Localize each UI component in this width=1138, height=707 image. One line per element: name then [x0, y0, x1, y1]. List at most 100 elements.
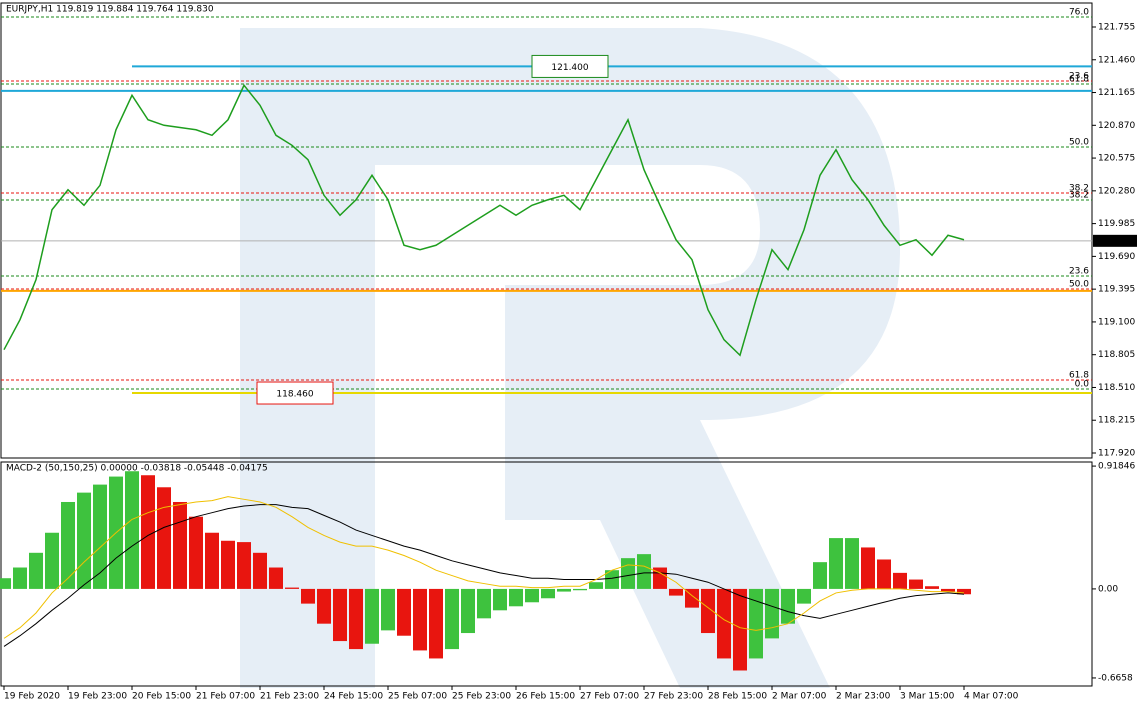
- histogram-bar: [29, 552, 43, 589]
- histogram-bar: [749, 588, 763, 659]
- histogram-bar: [557, 588, 571, 592]
- histogram-bar: [349, 588, 363, 650]
- histogram-bar: [573, 588, 587, 591]
- histogram-bar: [797, 588, 811, 604]
- histogram-bar: [813, 562, 827, 589]
- y-tick-label: 119.395: [1098, 285, 1135, 295]
- last-price-box: [1093, 234, 1137, 247]
- histogram-bar: [237, 542, 251, 589]
- macd-panel: [0, 461, 1093, 687]
- macd-line: [3, 504, 965, 647]
- y-tick-label: 120.575: [1098, 154, 1135, 164]
- histogram-bar: [733, 588, 747, 671]
- macd-title: MACD-2 (50,150,25) 0.00000 -0.03818 -0.0…: [6, 464, 268, 474]
- x-tick-label: 21 Feb 07:00: [196, 692, 255, 702]
- histogram-bar: [301, 588, 315, 604]
- histogram-bar: [333, 588, 347, 642]
- y-tick-label: 117.920: [1098, 449, 1135, 459]
- histogram-bar: [685, 588, 699, 608]
- fib-label: 61.8: [1069, 371, 1089, 381]
- histogram-bar: [781, 588, 795, 624]
- histogram-bar: [717, 588, 731, 659]
- histogram-bar: [589, 582, 603, 589]
- histogram-bar: [141, 475, 155, 589]
- x-tick-label: 21 Feb 23:00: [260, 692, 319, 702]
- y-tick-label: 0.00: [1098, 584, 1118, 594]
- histogram-bar: [541, 588, 555, 599]
- histogram-bar: [381, 588, 395, 631]
- histogram-bar: [157, 487, 171, 589]
- histogram-bar: [93, 484, 107, 589]
- histogram-bar: [61, 501, 75, 589]
- y-tick-label: 0.91846: [1098, 462, 1135, 472]
- histogram-bar: [477, 588, 491, 619]
- macd-line: [3, 496, 965, 639]
- y-tick-label: 121.165: [1098, 88, 1135, 98]
- x-tick-label: 20 Feb 15:00: [132, 692, 191, 702]
- histogram-bar: [205, 532, 219, 589]
- y-tick-label: 119.100: [1098, 317, 1135, 327]
- histogram-bar: [637, 554, 651, 589]
- histogram-bar: [77, 492, 91, 589]
- x-tick-label: 27 Feb 07:00: [580, 692, 639, 702]
- histogram-bar: [173, 501, 187, 589]
- x-tick-label: 3 Mar 15:00: [900, 692, 955, 702]
- histogram-bar: [893, 572, 907, 589]
- histogram-bar: [189, 516, 203, 589]
- histogram-bar: [925, 586, 939, 589]
- x-tick-label: 27 Feb 23:00: [644, 692, 703, 702]
- x-tick-label: 19 Feb 2020: [4, 692, 60, 702]
- histogram-bar: [317, 588, 331, 624]
- histogram-bar: [621, 558, 635, 589]
- histogram-bar: [877, 559, 891, 589]
- fib-label: 23.6: [1069, 267, 1089, 277]
- x-tick-label: 24 Feb 15:00: [324, 692, 383, 702]
- histogram-bar: [909, 579, 923, 589]
- histogram-bar: [509, 588, 523, 607]
- x-tick-label: 25 Feb 23:00: [452, 692, 511, 702]
- histogram-bar: [365, 588, 379, 644]
- histogram-bar: [957, 588, 971, 595]
- histogram-bar: [493, 588, 507, 611]
- fib-label: 38.2: [1069, 183, 1089, 193]
- level-label-box: [256, 381, 334, 405]
- histogram-bar: [285, 587, 299, 589]
- histogram-bar: [429, 588, 443, 659]
- histogram-bar: [397, 588, 411, 636]
- y-tick-label: 118.510: [1098, 383, 1135, 393]
- histogram-bar: [605, 570, 619, 589]
- histogram-bar: [13, 567, 27, 589]
- y-tick-label: -0.6658: [1098, 673, 1133, 683]
- level-label: 118.460: [276, 390, 313, 400]
- histogram-bar: [445, 588, 459, 650]
- histogram-bar: [669, 588, 683, 596]
- fib-label: 23.6: [1069, 71, 1089, 81]
- y-tick-label: 120.870: [1098, 121, 1135, 131]
- x-tick-label: 4 Mar 07:00: [964, 692, 1019, 702]
- x-tick-label: 26 Feb 15:00: [516, 692, 575, 702]
- y-tick-label: 118.215: [1098, 416, 1135, 426]
- level-label-box: [531, 54, 609, 78]
- x-tick-label: 28 Feb 15:00: [708, 692, 767, 702]
- price-line: [3, 83, 965, 357]
- histogram-bar: [125, 471, 139, 589]
- histogram-bar: [829, 538, 843, 589]
- fib-label: 61.8: [1069, 74, 1089, 84]
- fib-label: 50.0: [1069, 137, 1089, 147]
- y-tick-label: 119.690: [1098, 252, 1135, 262]
- x-tick-label: 2 Mar 23:00: [836, 692, 891, 702]
- last-price-label: 119.830: [1097, 236, 1134, 246]
- histogram-bar: [269, 567, 283, 589]
- y-tick-label: 121.460: [1098, 55, 1135, 65]
- price-title: EURJPY,H1 119.819 119.884 119.764 119.83…: [6, 5, 214, 15]
- histogram-bar: [941, 588, 955, 592]
- x-tick-label: 2 Mar 07:00: [772, 692, 827, 702]
- histogram-bar: [525, 588, 539, 603]
- fib-label: 50.0: [1069, 280, 1089, 290]
- histogram-bar: [765, 588, 779, 639]
- y-tick-label: 120.280: [1098, 186, 1135, 196]
- x-tick-label: 25 Feb 07:00: [388, 692, 447, 702]
- histogram-bar: [413, 588, 427, 651]
- histogram-bar: [701, 588, 715, 634]
